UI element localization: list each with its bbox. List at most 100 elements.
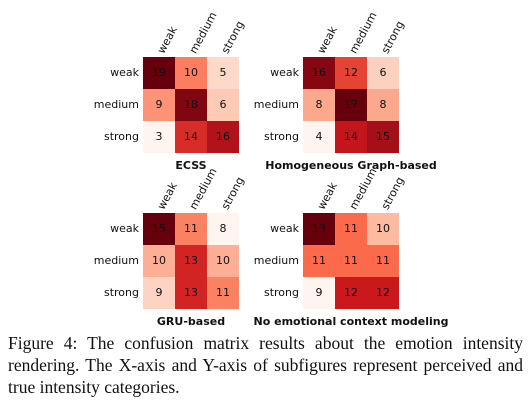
- heatmap-cell: [303, 57, 335, 89]
- heatmap-cell: [207, 57, 239, 89]
- cell-label: 16: [216, 130, 230, 143]
- heatmap-cell: [367, 245, 399, 277]
- cell-label: 13: [184, 254, 198, 267]
- cell-label: 6: [220, 98, 227, 111]
- heatmap-cell: [143, 57, 175, 89]
- cell-label: 9: [156, 286, 163, 299]
- heatmap-cell: [335, 89, 367, 121]
- subplot-title: No emotional context modeling: [254, 315, 449, 328]
- y-tick-label: weak: [110, 222, 140, 235]
- y-tick-label: strong: [104, 286, 139, 299]
- subplot-title: ECSS: [175, 159, 206, 172]
- heatmap-cell: [175, 89, 207, 121]
- x-tick-label: weak: [155, 24, 180, 56]
- heatmap-cell: [335, 277, 367, 309]
- cell-label: 10: [152, 254, 166, 267]
- y-tick-label: weak: [110, 66, 140, 79]
- heatmap-cell: [207, 277, 239, 309]
- subplot-title: GRU-based: [157, 315, 225, 328]
- heatmap-cell: [207, 89, 239, 121]
- cell-label: 15: [152, 222, 166, 235]
- y-tick-label: medium: [94, 98, 139, 111]
- y-tick-label: medium: [254, 254, 299, 267]
- heatmap-cell: [143, 213, 175, 245]
- heatmap-cell: [335, 57, 367, 89]
- cell-label: 11: [344, 222, 358, 235]
- heatmap-cell: [335, 121, 367, 153]
- cell-label: 10: [184, 66, 198, 79]
- heatmap-cell: [143, 277, 175, 309]
- y-tick-label: strong: [264, 130, 299, 143]
- heatmap-cell: [367, 213, 399, 245]
- cell-label: 17: [344, 98, 358, 111]
- cell-label: 6: [380, 66, 387, 79]
- cell-label: 9: [156, 98, 163, 111]
- cell-label: 10: [216, 254, 230, 267]
- heatmap-cell: [303, 121, 335, 153]
- x-tick-label: weak: [315, 180, 340, 212]
- heatmap-cell: [175, 213, 207, 245]
- x-tick-label: strong: [219, 19, 247, 56]
- cell-label: 15: [376, 130, 390, 143]
- subplot-title: Homogeneous Graph-based: [265, 159, 437, 172]
- cell-label: 11: [376, 254, 390, 267]
- cell-label: 13: [312, 222, 326, 235]
- cell-label: 13: [184, 286, 198, 299]
- heatmap-cell: [207, 121, 239, 153]
- cell-label: 14: [184, 130, 198, 143]
- cell-label: 11: [344, 254, 358, 267]
- cell-label: 4: [316, 130, 323, 143]
- heatmap-cell: [207, 213, 239, 245]
- caption: Figure 4: The confusion matrix results a…: [8, 333, 523, 397]
- heatmap-cell: [175, 121, 207, 153]
- cell-label: 12: [344, 286, 358, 299]
- heatmap-cell: [367, 121, 399, 153]
- cell-label: 11: [184, 222, 198, 235]
- y-tick-label: medium: [254, 98, 299, 111]
- cell-label: 14: [344, 130, 358, 143]
- heatmap-cell: [207, 245, 239, 277]
- y-tick-label: weak: [270, 222, 300, 235]
- y-tick-label: strong: [264, 286, 299, 299]
- cell-label: 16: [312, 66, 326, 79]
- cell-label: 8: [220, 222, 227, 235]
- x-tick-label: strong: [219, 175, 247, 212]
- cell-label: 11: [216, 286, 230, 299]
- cell-label: 9: [316, 286, 323, 299]
- heatmap-cell: [367, 89, 399, 121]
- x-tick-label: strong: [379, 19, 407, 56]
- heatmap-cell: [335, 245, 367, 277]
- y-tick-label: strong: [104, 130, 139, 143]
- heatmap-cell: [143, 245, 175, 277]
- heatmap-cell: [175, 245, 207, 277]
- cell-label: 12: [376, 286, 390, 299]
- heatmap-cell: [335, 213, 367, 245]
- cell-label: 8: [380, 98, 387, 111]
- heatmap-cell: [303, 213, 335, 245]
- heatmap-cell: [143, 89, 175, 121]
- x-tick-label: medium: [187, 166, 220, 212]
- x-tick-label: medium: [347, 10, 380, 56]
- cell-label: 8: [316, 98, 323, 111]
- cell-label: 19: [152, 66, 166, 79]
- heatmap-cell: [367, 57, 399, 89]
- y-tick-label: weak: [270, 66, 300, 79]
- x-tick-label: medium: [347, 166, 380, 212]
- cell-label: 11: [312, 254, 326, 267]
- heatmap-cell: [303, 277, 335, 309]
- cell-label: 5: [220, 66, 227, 79]
- cell-label: 10: [376, 222, 390, 235]
- heatmap-cell: [175, 277, 207, 309]
- x-tick-label: weak: [155, 180, 180, 212]
- x-tick-label: weak: [315, 24, 340, 56]
- cell-label: 12: [344, 66, 358, 79]
- y-tick-label: medium: [94, 254, 139, 267]
- cell-label: 18: [184, 98, 198, 111]
- heatmap-cell: [303, 245, 335, 277]
- cell-label: 3: [156, 130, 163, 143]
- x-tick-label: strong: [379, 175, 407, 212]
- heatmap-cell: [175, 57, 207, 89]
- heatmap-cell: [303, 89, 335, 121]
